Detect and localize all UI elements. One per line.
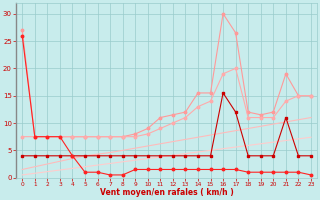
X-axis label: Vent moyen/en rafales ( km/h ): Vent moyen/en rafales ( km/h ) bbox=[100, 188, 234, 197]
